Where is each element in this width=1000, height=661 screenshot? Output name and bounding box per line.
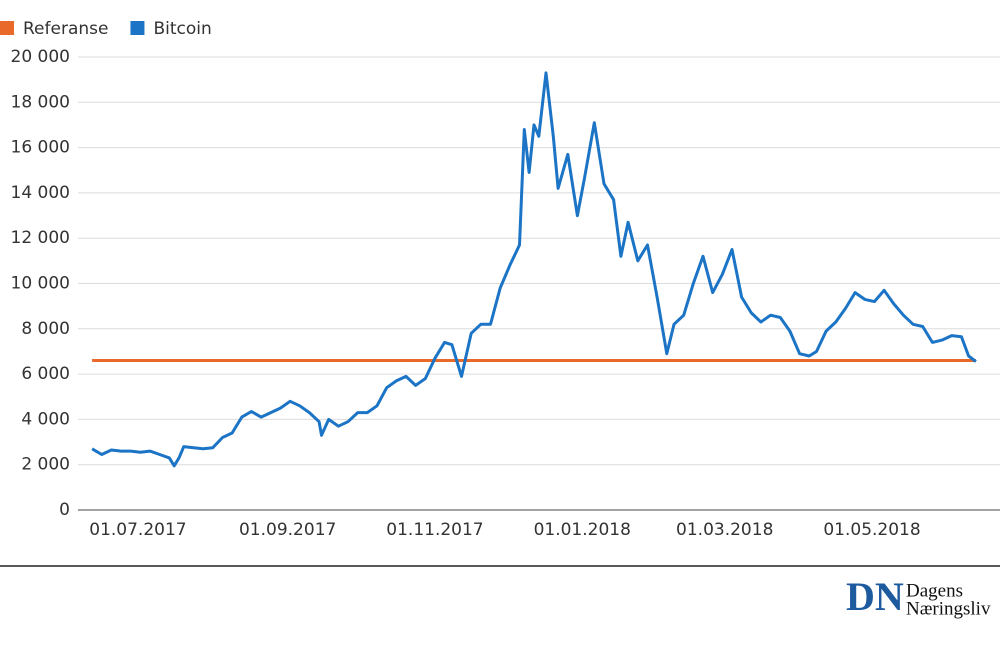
y-tick-label: 8 000 [21, 319, 70, 339]
x-tick-label: 01.09.2017 [239, 520, 336, 540]
x-tick-label: 01.11.2017 [386, 520, 483, 540]
legend-swatch [0, 21, 14, 35]
x-tick-label: 01.05.2018 [823, 520, 920, 540]
legend-label: Bitcoin [153, 19, 211, 39]
y-tick-label: 6 000 [21, 364, 70, 384]
y-tick-label: 14 000 [11, 183, 70, 203]
x-tick-label: 01.03.2018 [676, 520, 773, 540]
logo-name: Næringsliv [906, 598, 991, 619]
y-tick-label: 2 000 [21, 455, 70, 475]
y-tick-label: 12 000 [11, 228, 70, 248]
x-tick-label: 01.01.2018 [534, 520, 631, 540]
y-tick-label: 10 000 [11, 274, 70, 294]
logo-mark: DN [846, 574, 904, 619]
y-tick-label: 20 000 [11, 47, 70, 67]
y-tick-label: 0 [59, 500, 70, 520]
y-tick-label: 18 000 [11, 92, 70, 112]
legend-swatch [130, 21, 145, 35]
y-tick-label: 4 000 [21, 409, 70, 429]
legend-label: Referanse [23, 19, 108, 39]
series-line [91, 71, 977, 468]
x-tick-label: 01.07.2017 [89, 520, 186, 540]
y-tick-label: 16 000 [11, 138, 70, 158]
logo-name: Dagens [906, 580, 963, 601]
